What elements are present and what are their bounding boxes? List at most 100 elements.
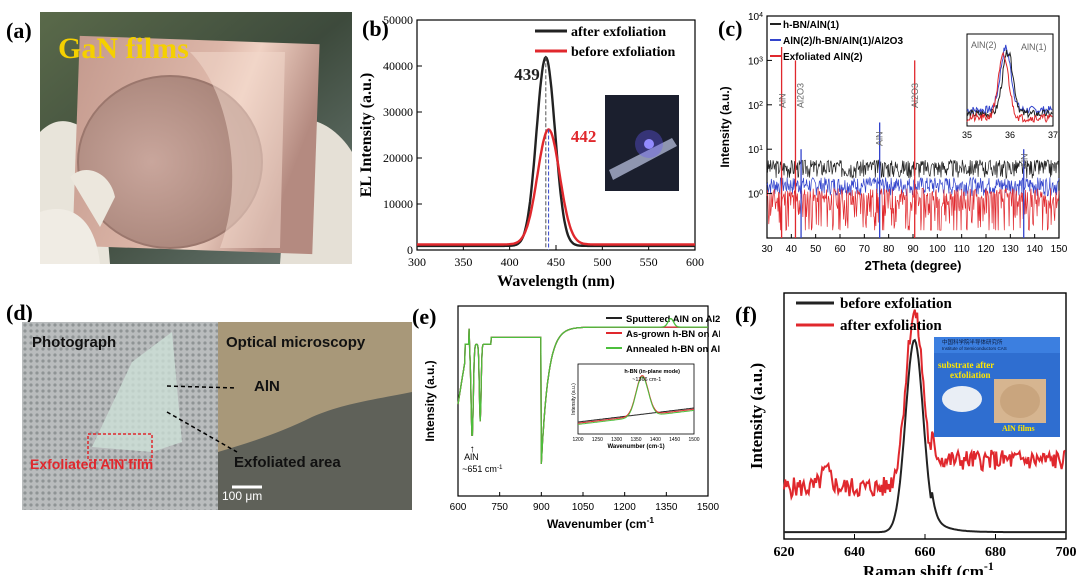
series-line-2 <box>417 128 695 246</box>
y-axis-label: Intensity (a.u.) <box>718 86 732 167</box>
scale-bar-label: 100 μm <box>222 489 263 503</box>
x-tick-label: 1350 <box>655 502 678 513</box>
noise-series-red <box>766 187 1060 232</box>
x-tick-label: 1050 <box>572 502 595 513</box>
legend-label-2: As-grown h-BN on AlN <box>626 329 720 340</box>
panel-b: 300 350 400 450 500 550 600 0 10000 20000 30000 400… <box>355 10 715 290</box>
y-tick-label: 101 <box>748 145 763 157</box>
series-line-1 <box>417 55 695 248</box>
x-axis-label: Raman shift (cm-1 <box>863 559 994 575</box>
x-tick-label: 500 <box>593 255 611 269</box>
inset-substrate <box>942 386 982 412</box>
inset-film-circle <box>1000 384 1040 418</box>
inset-series-2 <box>966 49 1053 120</box>
chart-b: 300 350 400 450 500 550 600 0 10000 20000 30000 400… <box>358 13 704 290</box>
peak-label-5: AlN <box>1019 153 1029 168</box>
chart-c: 30 40 50 60 70 80 90 100 110 120 130 140 150 100 101 10… <box>718 12 1068 274</box>
inset-photo <box>605 95 679 191</box>
x-tick-label: 1500 <box>697 502 720 513</box>
x-tick-label: 110 <box>954 244 970 255</box>
y-axis-label: EL Intensity (a.u.) <box>358 73 375 197</box>
panel-label-b: (b) <box>362 16 389 41</box>
legend-label-1: h-BN/AlN(1) <box>783 20 839 31</box>
y-axis-label: Intensity (a.u.) <box>747 363 766 469</box>
y-tick-label: 40000 <box>383 59 413 73</box>
x-tick-label: 750 <box>491 502 508 513</box>
x-tick-label: 600 <box>450 502 467 513</box>
inset-note-peak: ~1366 cm-1 <box>632 377 661 383</box>
y-tick-label: 103 <box>748 56 763 68</box>
x-tick-label: 120 <box>978 244 995 255</box>
inset-series-1 <box>966 44 1053 116</box>
x-tick-label: 900 <box>533 502 550 513</box>
inset-x-tick-label: 36 <box>1005 130 1015 140</box>
x-axis-label: 2Theta (degree) <box>865 258 962 273</box>
exfoliated-area-label: Exfoliated area <box>234 454 341 471</box>
legend-label-1: before exfoliation <box>840 296 952 312</box>
series-line-after <box>783 309 1066 501</box>
x-tick-label: 620 <box>774 545 795 560</box>
inset-x-tick-label: 1300 <box>611 437 622 443</box>
optical-microscopy-label: Optical microscopy <box>226 334 366 351</box>
panel-a-title: GaN films <box>58 32 189 65</box>
y-tick-label: 0 <box>407 243 413 257</box>
gan-film-photo <box>40 12 352 264</box>
x-tick-label: 350 <box>454 255 472 269</box>
y-tick-label: 100 <box>748 189 763 201</box>
inset-note: h-BN (in-plane mode) <box>624 369 680 375</box>
inset-text-exfoliation: exfoliation <box>950 370 991 380</box>
y-axis-label: Intensity (a.u.) <box>423 360 437 441</box>
inset-x-tick-label: 35 <box>962 130 972 140</box>
x-tick-label: 100 <box>929 244 946 255</box>
panel-c: 30 40 50 60 70 80 90 100 110 120 130 140 150 100 101 10… <box>715 8 1080 288</box>
peak-label-2: Al2O3 <box>796 83 806 108</box>
inset-header: 中国科学院半导体研究所 <box>942 338 1003 346</box>
inset-header-en: Institute of Semiconductors CAS <box>942 346 1007 351</box>
x-tick-label: 640 <box>844 545 865 560</box>
inset-series-3 <box>966 51 1053 123</box>
x-tick-label: 700 <box>1056 545 1077 560</box>
x-tick-label: 300 <box>408 255 426 269</box>
inset-x-tick-label: 1250 <box>592 437 603 443</box>
aln-label: AlN <box>254 378 280 395</box>
photograph-label: Photograph <box>32 334 117 351</box>
x-tick-label: 70 <box>859 244 871 255</box>
panel-d-image <box>22 322 412 510</box>
inset-label-aln2: AlN(2) <box>971 40 997 50</box>
panel-a-photo: GaN films <box>40 12 352 264</box>
inset-x-tick-label: 37 <box>1048 130 1058 140</box>
legend-label-3: Annealed h-BN on AlN <box>626 344 720 355</box>
y-tick-label: 30000 <box>383 105 413 119</box>
panel-label-f: (f) <box>735 302 757 327</box>
x-tick-label: 660 <box>915 545 936 560</box>
legend-label-1: after exfoliation <box>571 25 666 40</box>
peak-label-1: AlN <box>777 93 787 108</box>
inset-x-tick-label: 1350 <box>630 437 641 443</box>
x-tick-label: 80 <box>883 244 895 255</box>
y-tick-label: 20000 <box>383 151 413 165</box>
inset-series-1 <box>577 407 695 423</box>
inset-x-tick-label: 1500 <box>688 437 699 443</box>
panel-d: Photograph Optical microscopy AlN Exfoli… <box>22 322 412 510</box>
peak-label-4: Al2O3 <box>910 83 920 108</box>
peak-annotation-442: 442 <box>571 127 597 146</box>
inset-x-label: Wavenumber (cm-1) <box>607 444 664 450</box>
x-tick-label: 130 <box>1002 244 1019 255</box>
legend-label-2: before exfoliation <box>571 45 676 60</box>
series-line-before <box>784 338 1066 534</box>
annotation-aln: AlN <box>464 452 479 462</box>
panel-label-c: (c) <box>718 16 743 41</box>
annotation-651: ~651 cm-1 <box>462 464 503 475</box>
legend-label-3: Exfoliated AlN(2) <box>783 52 863 63</box>
x-axis-label: Wavenumber (cm-1 <box>547 515 654 531</box>
x-axis-label: Wavelength (nm) <box>497 273 615 290</box>
inset-text-films: AlN films <box>1002 424 1035 433</box>
legend-label-2: after exfoliation <box>840 318 942 334</box>
panel-label-e: (e) <box>412 304 437 329</box>
inset-glow <box>635 130 663 158</box>
x-tick-label: 40 <box>786 244 798 255</box>
x-tick-label: 680 <box>985 545 1006 560</box>
x-tick-label: 400 <box>501 255 519 269</box>
series-line-3 <box>457 317 708 464</box>
panel-label-a: (a) <box>6 18 32 43</box>
